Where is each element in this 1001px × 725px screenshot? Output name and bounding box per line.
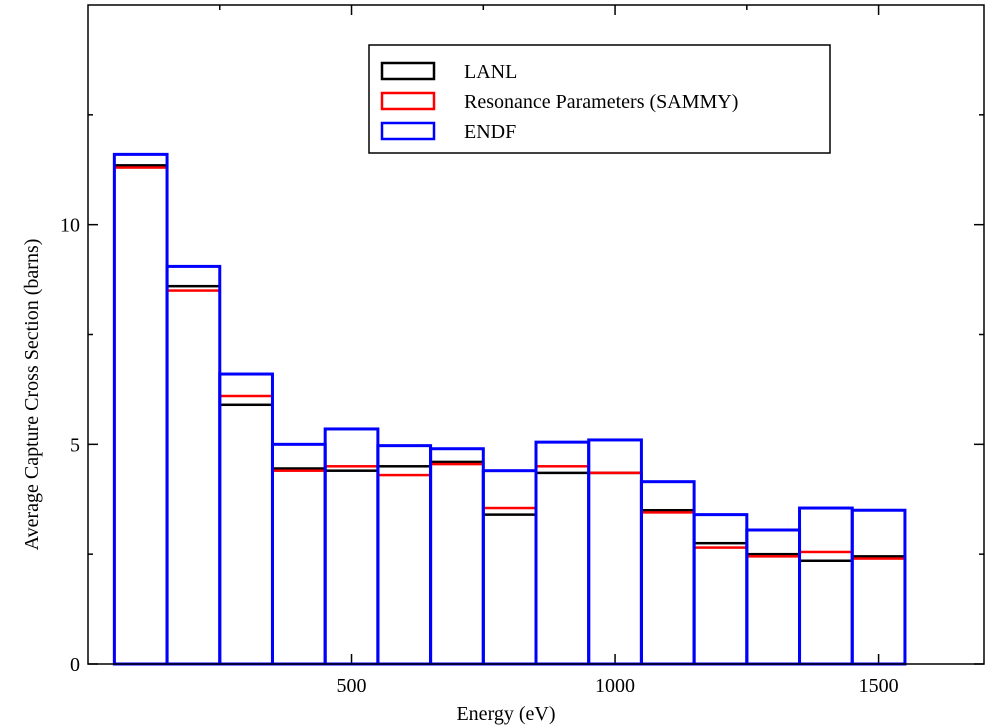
x-axis-label: Energy (eV) [456, 703, 555, 725]
series-0 [113, 164, 907, 666]
legend: LANL Resonance Parameters (SAMMY) ENDF [368, 44, 831, 154]
ticks-layer: 500 1000 1500 0 5 10 [60, 5, 984, 697]
legend-label: Resonance Parameters (SAMMY) [464, 91, 738, 113]
bar [165, 289, 222, 666]
bar [534, 471, 590, 666]
bar [534, 465, 590, 666]
bars-layer [112, 152, 907, 666]
bar [165, 284, 222, 666]
bar [850, 557, 907, 666]
bar [534, 440, 591, 666]
bar [323, 465, 380, 666]
legend-label: LANL [464, 61, 517, 83]
series-1 [113, 166, 907, 666]
x-tick-label: 1000 [595, 675, 635, 697]
bar [113, 166, 169, 666]
bar [218, 372, 274, 666]
bar [587, 471, 643, 666]
y-tick-label: 5 [70, 434, 80, 456]
bar [270, 442, 327, 666]
bar [218, 403, 274, 666]
plot-frame [87, 4, 985, 665]
y-axis-label: Average Capture Cross Section (barns) [21, 239, 43, 551]
legend-swatch [380, 91, 436, 111]
bar [745, 555, 801, 666]
bar [376, 465, 432, 666]
x-tick-label: 500 [337, 675, 367, 697]
bar [429, 462, 485, 666]
bar [692, 513, 749, 666]
y-tick-label: 0 [70, 654, 80, 676]
bar [271, 469, 327, 666]
bar [798, 559, 854, 666]
bar [640, 508, 696, 666]
bar [376, 444, 433, 666]
bar [850, 508, 907, 666]
bar [429, 460, 485, 666]
bar [429, 447, 485, 666]
x-tick-label: 1500 [859, 675, 899, 697]
bar [798, 550, 854, 666]
legend-label: ENDF [464, 121, 516, 143]
bar [112, 152, 169, 666]
bar [587, 471, 643, 666]
legend-swatch [380, 61, 436, 81]
bar [798, 506, 854, 666]
bar [323, 427, 380, 666]
series-2 [112, 152, 907, 666]
bar [692, 541, 749, 666]
bar [692, 546, 749, 666]
bar [482, 513, 538, 666]
bar [745, 528, 802, 666]
bar [376, 473, 432, 666]
bar [481, 469, 538, 666]
bar [850, 555, 907, 666]
legend-box [368, 44, 831, 154]
bar [640, 511, 696, 666]
legend-swatch [380, 121, 436, 141]
bar [482, 506, 538, 666]
bar [113, 164, 169, 666]
y-tick-label: 10 [60, 215, 80, 237]
bar [218, 394, 274, 666]
bar [165, 264, 222, 666]
bar [323, 469, 380, 666]
bar [745, 552, 801, 666]
bar [271, 467, 327, 666]
